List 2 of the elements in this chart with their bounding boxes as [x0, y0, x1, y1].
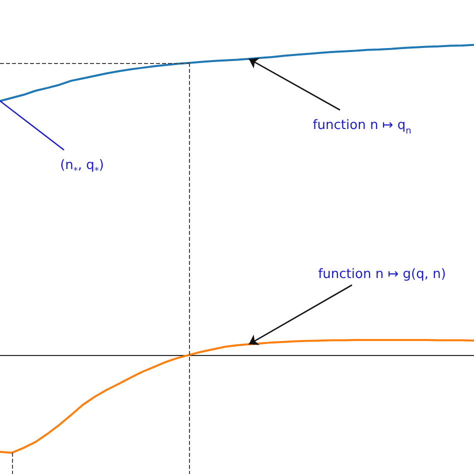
annotation: function n ↦ g(q, n) — [318, 267, 446, 282]
annotation: (n*, q*) — [60, 158, 104, 176]
